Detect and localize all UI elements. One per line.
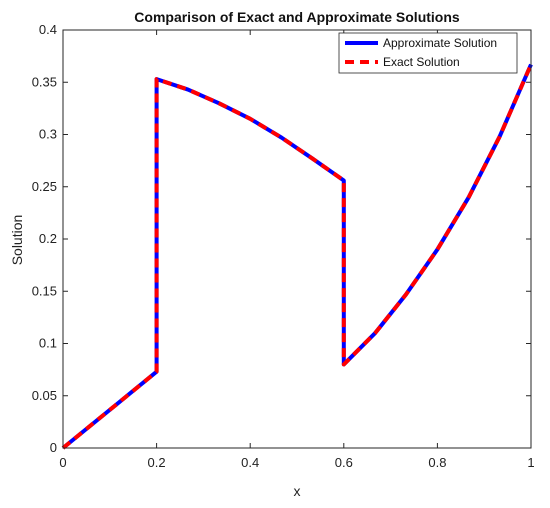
y-tick-label: 0.2 — [39, 231, 57, 246]
y-tick-label: 0.4 — [39, 22, 57, 37]
series-layer — [61, 63, 533, 450]
legend-label-approximate: Approximate Solution — [383, 36, 497, 50]
x-ticks: 0 0.2 0.4 0.6 0.8 1 — [59, 30, 535, 470]
x-tick-label: 0.4 — [241, 455, 259, 470]
chart-title: Comparison of Exact and Approximate Solu… — [134, 9, 460, 25]
x-tick-label: 1 — [527, 455, 534, 470]
legend: Approximate Solution Exact Solution — [338, 32, 518, 74]
series-line-exact — [61, 63, 533, 450]
y-axis-label: Solution — [9, 215, 25, 266]
y-tick-label: 0.05 — [32, 388, 57, 403]
y-tick-label: 0.15 — [32, 283, 57, 298]
y-tick-label: 0.3 — [39, 127, 57, 142]
legend-label-exact: Exact Solution — [383, 55, 460, 69]
y-tick-label: 0.25 — [32, 179, 57, 194]
plot-frame — [62, 29, 532, 449]
x-axis-label: x — [294, 483, 301, 499]
x-tick-label: 0.6 — [335, 455, 353, 470]
legend-box — [338, 32, 518, 74]
y-tick-label: 0 — [50, 440, 57, 455]
y-tick-label: 0.1 — [39, 336, 57, 351]
y-tick-label: 0.35 — [32, 74, 57, 89]
x-tick-label: 0.2 — [148, 455, 166, 470]
y-ticks: 0 0.05 0.1 0.15 0.2 0.25 0.3 0.35 0.4 — [32, 22, 531, 455]
x-tick-label: 0.8 — [428, 455, 446, 470]
x-tick-label: 0 — [59, 455, 66, 470]
